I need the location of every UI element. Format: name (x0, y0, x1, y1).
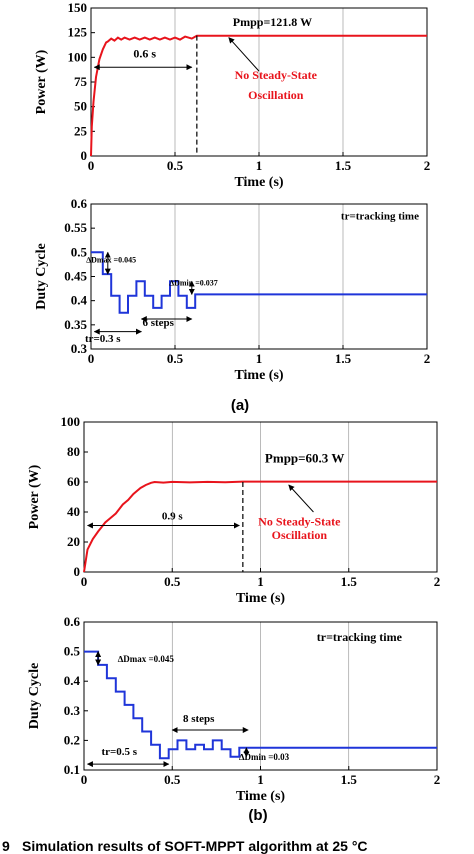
x-tick-label: 1.5 (335, 158, 352, 173)
annotation-label: Pmpp=60.3 W (265, 451, 344, 466)
y-tick-label: 0.6 (71, 196, 88, 211)
y-tick-label: 50 (74, 99, 87, 114)
y-tick-label: 100 (61, 414, 81, 429)
x-tick-label: 1 (256, 158, 263, 173)
x-tick-label: 0.5 (167, 158, 184, 173)
annotation-label: ∆Dmax =0.045 (118, 654, 175, 664)
y-tick-label: 0.6 (64, 614, 81, 629)
annotation-label: tr=tracking time (341, 210, 419, 222)
x-tick-label: 1 (257, 772, 264, 787)
y-axis-label: Power (W) (34, 49, 49, 114)
y-tick-label: 0 (81, 148, 88, 163)
series-line (91, 251, 427, 314)
y-tick-label: 40 (67, 504, 80, 519)
x-tick-label: 2 (424, 158, 431, 173)
annotation-label: Oscillation (248, 88, 304, 102)
plot-frame (90, 7, 428, 157)
chart-a-power: 0 0.5 1 1.5 2 0 25 50 75 100 125 150 Time (s) Power (… (34, 0, 430, 190)
annotation-label: ∆Dmax =0.045 (86, 255, 136, 264)
x-tick-label: 1.5 (341, 574, 358, 589)
x-tick-label: 2 (434, 772, 441, 787)
pointer-arrow (228, 37, 260, 72)
x-tick-label: 0.5 (167, 351, 184, 366)
x-axis-label: Time (s) (236, 789, 285, 804)
annotation-label: No Steady-State (235, 68, 318, 82)
x-tick-label: 1.5 (341, 772, 358, 787)
y-tick-label: 0.4 (64, 673, 81, 688)
annotation-label: tr=0.5 s (101, 746, 137, 758)
pointer-arrow (288, 484, 314, 513)
y-tick-label: 0.1 (64, 762, 80, 777)
y-tick-label: 60 (67, 474, 80, 489)
x-tick-label: 2 (424, 351, 431, 366)
y-tick-label: 0.5 (71, 244, 88, 259)
y-axis-label: Duty Cycle (34, 243, 49, 310)
y-tick-label: 0.55 (64, 220, 87, 235)
x-tick-label: 1 (256, 351, 263, 366)
y-tick-label: 0.4 (71, 293, 88, 308)
x-axis-label: Time (s) (236, 591, 285, 606)
caption-prefix: 9 (2, 838, 10, 854)
y-axis-label: Duty Cycle (27, 663, 42, 730)
y-tick-label: 25 (74, 123, 88, 138)
y-tick-label: 75 (74, 74, 88, 89)
x-axis-label: Time (s) (234, 368, 283, 383)
series-line (84, 650, 437, 760)
x-tick-label: 1 (257, 574, 264, 589)
y-tick-label: 0.3 (64, 703, 81, 718)
y-tick-label: 0 (74, 564, 81, 579)
x-tick-label: 0 (81, 574, 88, 589)
annotation-label: tr=tracking time (317, 630, 403, 644)
x-tick-label: 0 (88, 351, 95, 366)
plot-frame (83, 621, 438, 771)
x-tick-label: 0 (81, 772, 88, 787)
y-tick-label: 125 (68, 25, 88, 40)
series-line (90, 34, 427, 157)
x-tick-label: 0 (88, 158, 95, 173)
plot-frame (83, 421, 438, 573)
y-axis-label: Power (W) (27, 464, 42, 529)
y-tick-label: 0.3 (71, 341, 88, 356)
y-tick-label: 0.2 (64, 732, 80, 747)
annotation-label: Oscillation (272, 528, 328, 542)
annotation-label: 0.9 s (162, 511, 184, 523)
y-tick-label: 0.45 (64, 269, 87, 284)
annotation-label: tr=0.3 s (85, 333, 121, 345)
y-tick-label: 0.35 (64, 317, 87, 332)
subfigure-label-b: (b) (248, 807, 267, 824)
chart-b-duty: 0 0.5 1 1.5 2 0.1 0.2 0.3 0.4 0.5 0.6 Time (s) Duty … (27, 614, 440, 804)
y-tick-label: 0.5 (64, 644, 81, 659)
chart-a-duty: 0 0.5 1 1.5 2 0.3 0.35 0.4 0.45 0.5 0.55 0.6 Time (s… (34, 196, 430, 383)
y-tick-label: 80 (67, 444, 80, 459)
y-tick-label: 20 (67, 534, 80, 549)
x-tick-label: 0.5 (164, 772, 181, 787)
x-tick-label: 0.5 (164, 574, 181, 589)
y-tick-label: 100 (68, 49, 88, 64)
annotation-label: Pmpp=121.8 W (233, 15, 312, 29)
annotation-label: ∆Dmin =0.03 (239, 752, 290, 762)
y-tick-label: 150 (68, 0, 88, 15)
annotation-label: 0.6 s (133, 46, 156, 60)
subfigure-label-a: (a) (231, 397, 249, 414)
x-tick-label: 1.5 (335, 351, 352, 366)
annotation-label: No Steady-State (258, 515, 341, 529)
annotation-label: ∆Dmin =0.037 (169, 279, 218, 288)
figure-caption: Simulation results of SOFT-MPPT algorith… (22, 838, 368, 854)
x-tick-label: 2 (434, 574, 441, 589)
x-axis-label: Time (s) (234, 175, 283, 190)
annotation-label: 8 steps (183, 713, 215, 725)
